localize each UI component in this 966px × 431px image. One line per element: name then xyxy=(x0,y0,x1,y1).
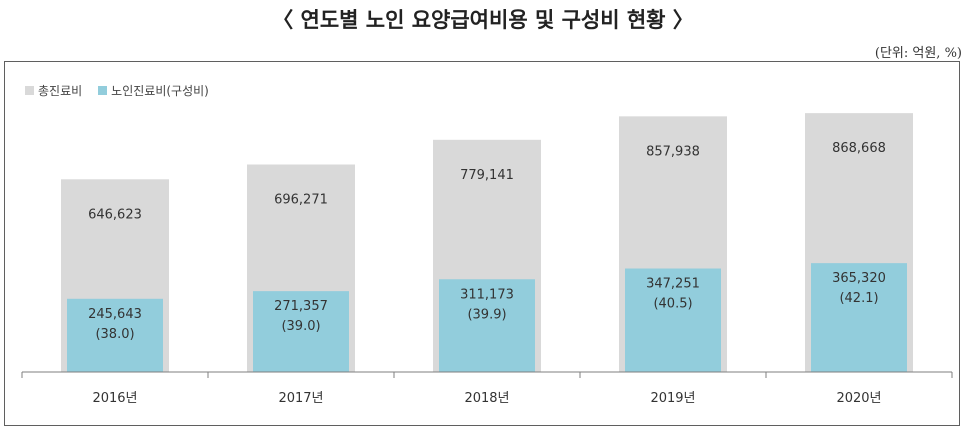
legend-label-total: 총진료비 xyxy=(38,84,83,98)
share-label-elderly-1: (38.0) xyxy=(95,327,134,342)
value-label-elderly-4: 347,251 xyxy=(646,277,700,292)
legend: 총진료비 노인진료비(구성비) xyxy=(25,82,225,99)
share-label-elderly-2: (39.0) xyxy=(281,319,320,334)
x-tick-label-2: 2017년 xyxy=(278,391,323,406)
share-label-elderly-3: (39.9) xyxy=(467,307,506,322)
value-label-total-1: 646,623 xyxy=(88,207,142,222)
bar-elderly-3 xyxy=(439,279,535,372)
x-tick-label-1: 2016년 xyxy=(92,391,137,406)
bar-elderly-1 xyxy=(67,298,163,372)
x-tick-label-4: 2019년 xyxy=(650,391,695,406)
unit-note: (단위: 억원, %) xyxy=(874,46,962,61)
legend-item-elderly: 노인진료비(구성비) xyxy=(98,82,209,99)
bar-elderly-2 xyxy=(253,291,349,372)
value-label-elderly-5: 365,320 xyxy=(832,271,886,286)
legend-item-total: 총진료비 xyxy=(25,82,82,99)
value-label-total-3: 779,141 xyxy=(460,168,514,183)
value-label-elderly-3: 311,173 xyxy=(460,287,514,302)
value-label-elderly-1: 245,643 xyxy=(88,307,142,322)
bar-elderly-5 xyxy=(811,263,907,372)
share-label-elderly-4: (40.5) xyxy=(653,297,692,312)
legend-swatch-total xyxy=(25,86,34,95)
bar-elderly-4 xyxy=(625,268,721,372)
value-label-total-2: 696,271 xyxy=(274,193,328,208)
value-label-elderly-2: 271,357 xyxy=(274,299,328,314)
value-label-total-5: 868,668 xyxy=(832,141,886,156)
x-tick-label-5: 2020년 xyxy=(836,391,881,406)
legend-label-elderly: 노인진료비(구성비) xyxy=(111,84,209,98)
chart-title: 〈 연도별 노인 요양급여비용 및 구성비 현황 〉 xyxy=(272,8,694,32)
x-tick-label-3: 2018년 xyxy=(464,391,509,406)
value-label-total-4: 857,938 xyxy=(646,144,700,159)
legend-swatch-elderly xyxy=(98,86,108,95)
share-label-elderly-5: (42.1) xyxy=(839,291,878,306)
